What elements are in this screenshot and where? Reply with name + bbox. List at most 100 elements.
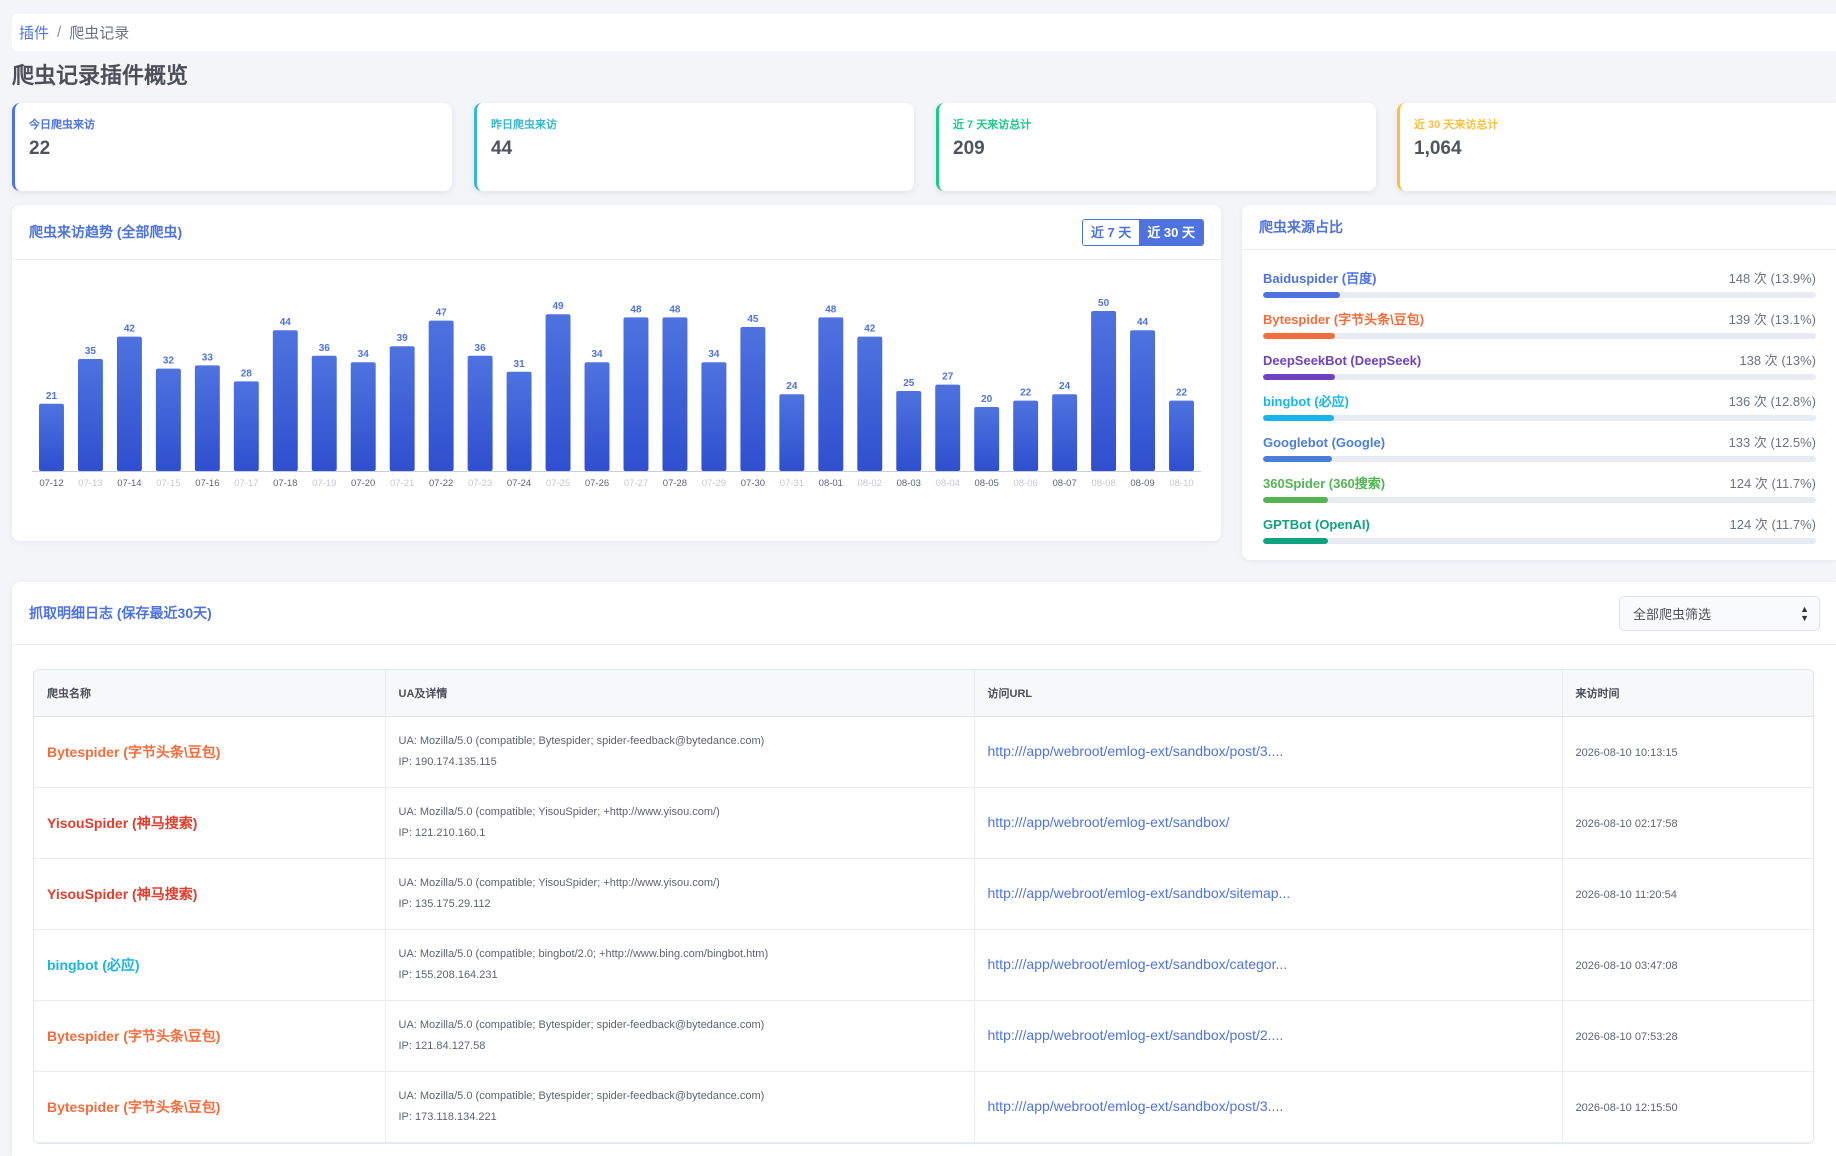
chart-tick-label: 07-12: [39, 478, 63, 489]
source-progress-track: [1263, 538, 1816, 544]
chart-data-label: 44: [1137, 317, 1149, 328]
source-name: 360Spider (360搜索): [1263, 476, 1386, 491]
bot-filter-value: 全部爬虫筛选: [1633, 607, 1712, 622]
visit-url-link[interactable]: http:///app/webroot/emlog-ext/sandbox/po…: [987, 1026, 1284, 1043]
stat-value: 22: [29, 138, 51, 159]
chart-data-label: 28: [241, 368, 253, 379]
chart-data-label: 49: [552, 301, 564, 312]
chart-bar[interactable]: [194, 365, 220, 471]
visit-url-link[interactable]: http:///app/webroot/emlog-ext/sandbox/ca…: [987, 955, 1288, 972]
chart-bar[interactable]: [1091, 311, 1117, 471]
chart-tick-label: 07-14: [117, 478, 141, 489]
visit-url-link[interactable]: http:///app/webroot/emlog-ext/sandbox/po…: [987, 742, 1284, 759]
visit-url-link[interactable]: http:///app/webroot/emlog-ext/sandbox/si…: [987, 884, 1291, 901]
chart-bar[interactable]: [974, 407, 1000, 471]
chart-bar[interactable]: [389, 346, 415, 471]
chart-bar[interactable]: [428, 320, 454, 471]
chart-bar[interactable]: [311, 355, 337, 471]
chart-bar[interactable]: [818, 317, 844, 471]
table-row: YisouSpider (神马搜索) UA: Mozilla/5.0 (compa…: [34, 858, 1813, 930]
chart-bar[interactable]: [350, 362, 376, 471]
source-panel: 爬虫来源占比 Baiduspider (百度) 148 次 (13.9%) Byte…: [1242, 205, 1836, 560]
chart-bar[interactable]: [935, 384, 961, 471]
range-30-days-button[interactable]: 近 30 天: [1139, 220, 1203, 245]
chart-bar[interactable]: [857, 336, 883, 471]
table-row: Bytespider (字节头条\豆包) UA: Mozilla/5.0 (com…: [34, 1000, 1813, 1072]
chart-bar[interactable]: [1169, 400, 1194, 471]
trend-panel-header: 爬虫来访趋势 (全部爬虫) 近 7 天 近 30 天: [12, 205, 1221, 260]
breadcrumb-plugins-link[interactable]: 插件: [19, 25, 50, 42]
trend-title: 爬虫来访趋势 (全部爬虫): [29, 224, 183, 240]
stat-label: 近 30 天来访总计: [1414, 119, 1499, 131]
ua-text: UA: Mozilla/5.0 (compatible; YisouSpider…: [398, 876, 720, 889]
chart-bar[interactable]: [701, 362, 727, 471]
chart-data-label: 24: [786, 381, 798, 392]
source-row: bingbot (必应) 136 次 (12.8%): [1263, 393, 1816, 411]
bot-filter-select[interactable]: 全部爬虫筛选 ▲ ▼: [1619, 596, 1820, 631]
chart-data-label: 47: [436, 308, 448, 319]
chart-bar[interactable]: [272, 330, 298, 471]
chart-bar[interactable]: [116, 336, 142, 471]
chart-bar[interactable]: [233, 381, 259, 471]
breadcrumb-current: 爬虫记录: [69, 25, 130, 42]
chart-tick-label: 07-19: [312, 478, 336, 489]
source-count: 124 次 (11.7%): [1729, 517, 1816, 532]
stat-label: 今日爬虫来访: [29, 119, 95, 131]
chart-tick-label: 08-01: [819, 478, 843, 489]
chart-tick-label: 07-27: [624, 478, 648, 489]
chart-bar[interactable]: [155, 368, 181, 471]
source-name: Googlebot (Google): [1263, 435, 1386, 450]
chart-tick-label: 08-06: [1013, 478, 1037, 489]
log-title: 抓取明细日志 (保存最近30天): [29, 605, 212, 621]
time-cell: 2026-08-10 12:15:50: [1561, 1071, 1813, 1143]
chart-bar[interactable]: [779, 394, 805, 471]
source-panel-header: 爬虫来源占比: [1242, 205, 1836, 250]
chart-bar[interactable]: [1052, 394, 1078, 471]
chart-bar[interactable]: [77, 359, 103, 471]
time-cell: 2026-08-10 10:13:15: [1561, 716, 1813, 788]
chart-tick-label: 07-15: [156, 478, 180, 489]
bot-name: bingbot (必应): [47, 956, 140, 973]
chart-bar[interactable]: [584, 362, 610, 471]
url-cell: http:///app/webroot/emlog-ext/sandbox/si…: [973, 858, 1562, 930]
bot-cell: Bytespider (字节头条\豆包): [34, 1071, 385, 1143]
chart-data-label: 34: [591, 349, 603, 360]
chart-bar[interactable]: [896, 391, 922, 471]
stat-label: 昨日爬虫来访: [491, 119, 557, 131]
range-7-days-button[interactable]: 近 7 天: [1082, 220, 1140, 245]
chart-bar[interactable]: [39, 403, 64, 471]
column-header-url: 访问URL: [973, 670, 1562, 717]
visit-time: 2026-08-10 07:53:28: [1575, 1030, 1678, 1043]
chart-tick-label: 08-03: [897, 478, 921, 489]
chart-bar[interactable]: [740, 327, 766, 471]
chart-bar[interactable]: [545, 314, 571, 471]
source-item: Baiduspider (百度) 148 次 (13.9%): [1263, 270, 1816, 311]
chart-bar[interactable]: [623, 317, 649, 471]
chart-tick-label: 07-30: [741, 478, 765, 489]
chart-tick-label: 07-26: [585, 478, 609, 489]
chart-data-label: 36: [475, 343, 487, 354]
source-progress-fill: [1263, 292, 1340, 298]
time-cell: 2026-08-10 07:53:28: [1561, 1000, 1813, 1072]
chart-data-label: 20: [981, 394, 993, 405]
chart-data-label: 34: [358, 349, 370, 360]
chart-bar[interactable]: [662, 317, 688, 471]
chart-bar[interactable]: [467, 355, 493, 471]
chart-tick-label: 08-09: [1130, 478, 1154, 489]
chart-data-label: 32: [163, 356, 175, 367]
source-row: GPTBot (OpenAI) 124 次 (11.7%): [1263, 516, 1816, 534]
ua-text: UA: Mozilla/5.0 (compatible; Bytespider;…: [398, 734, 765, 747]
visit-time: 2026-08-10 03:47:08: [1575, 959, 1678, 972]
log-table-wrap: 爬虫名称 UA及详情 访问URL 来访时间 Bytespider (字节头条\豆…: [33, 669, 1814, 1144]
chart-bar[interactable]: [506, 371, 532, 471]
bot-cell: YisouSpider (神马搜索): [34, 858, 385, 930]
chart-data-label: 42: [124, 324, 136, 335]
bot-name: Bytespider (字节头条\豆包): [47, 743, 221, 760]
visit-url-link[interactable]: http:///app/webroot/emlog-ext/sandbox/po…: [987, 1097, 1284, 1114]
chart-bar[interactable]: [1013, 400, 1039, 471]
visit-url-link[interactable]: http:///app/webroot/emlog-ext/sandbox/: [987, 813, 1230, 830]
page-title: 爬虫记录插件概览: [12, 63, 189, 88]
chart-data-label: 25: [903, 378, 915, 389]
bot-cell: YisouSpider (神马搜索): [34, 787, 385, 859]
chart-bar[interactable]: [1130, 330, 1156, 471]
